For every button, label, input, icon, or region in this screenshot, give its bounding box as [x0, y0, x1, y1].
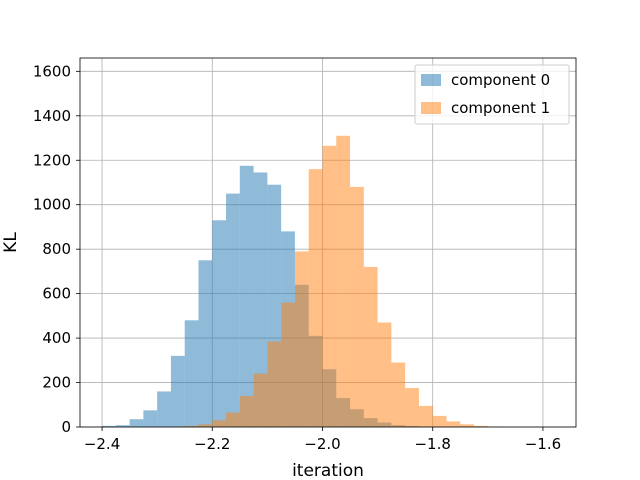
- histogram-bar-component-0: [157, 391, 171, 427]
- y-tick-label: 1400: [33, 107, 71, 125]
- histogram-bar-component-1: [308, 169, 323, 427]
- y-tick-label: 1200: [33, 151, 71, 169]
- x-tick-label: −2.4: [84, 435, 120, 453]
- y-tick-label: 400: [42, 329, 71, 347]
- y-tick-label: 200: [42, 374, 71, 392]
- x-tick-label: −2.2: [194, 435, 230, 453]
- histogram-bar-component-1: [405, 388, 419, 427]
- legend-label-component-1: component 1: [451, 99, 550, 117]
- legend-box: [414, 64, 570, 125]
- histogram-bar-component-0: [253, 172, 268, 427]
- histogram-bar-component-1: [294, 251, 309, 427]
- histogram-bar-component-1: [474, 425, 488, 427]
- histogram-bar-component-1: [446, 421, 461, 427]
- y-tick-label: 800: [42, 240, 71, 258]
- x-tick-label: −1.6: [525, 435, 561, 453]
- legend-swatch-component-1: [421, 102, 441, 114]
- y-tick-label: 0: [61, 418, 71, 436]
- x-axis-label: iteration: [292, 461, 364, 480]
- histogram-bar-component-1: [281, 302, 295, 427]
- histogram-bar-component-1: [184, 425, 199, 427]
- histogram-bar-component-0: [239, 165, 254, 427]
- histogram-bar-component-0: [143, 410, 158, 427]
- histogram-bar-component-1: [267, 341, 282, 427]
- histogram-bar-component-1: [198, 424, 213, 427]
- y-tick-label: 1000: [33, 196, 71, 214]
- histogram-bar-component-1: [350, 186, 364, 427]
- histogram-bar-component-1: [391, 362, 406, 427]
- histogram-bar-component-1: [418, 405, 433, 427]
- axis-ticks: −2.4 −2.2 −2.0 −1.8 −1.6 0 200 400 600 800 1000 120…: [33, 62, 561, 453]
- histogram-bar-component-1: [226, 412, 240, 427]
- y-axis-label: KL: [1, 232, 21, 253]
- y-tick-label: 600: [42, 285, 71, 303]
- histogram-bar-component-0: [198, 260, 213, 427]
- x-tick-label: −1.8: [414, 435, 450, 453]
- plot-frame: [79, 57, 577, 428]
- legend-label-component-0: component 0: [451, 71, 550, 89]
- histogram-bar-component-0: [129, 419, 144, 427]
- legend: component 0 component 1: [414, 64, 570, 125]
- histogram-bar-component-1: [460, 424, 475, 427]
- histogram-bar-component-1: [253, 373, 268, 427]
- histogram-bar-component-0: [226, 193, 240, 427]
- histogram-bar-component-1: [336, 135, 351, 427]
- histogram-bar-component-1: [377, 322, 392, 427]
- histogram-bar-component-0: [184, 320, 199, 427]
- histogram-bars: [102, 135, 502, 428]
- histogram-bar-component-1: [239, 395, 254, 427]
- histogram-bar-component-1: [432, 415, 447, 427]
- histogram-bar-component-1: [322, 145, 337, 428]
- y-tick-label: 1600: [33, 62, 71, 80]
- histogram-bar-component-0: [115, 425, 130, 427]
- x-tick-label: −2.0: [304, 435, 340, 453]
- histogram-bar-component-1: [363, 266, 378, 427]
- legend-swatch-component-0: [421, 74, 441, 86]
- histogram-bar-component-0: [102, 425, 116, 427]
- histogram-bar-component-0: [212, 220, 227, 427]
- histogram-bar-component-1: [212, 420, 227, 427]
- histogram-bar-component-0: [170, 355, 185, 427]
